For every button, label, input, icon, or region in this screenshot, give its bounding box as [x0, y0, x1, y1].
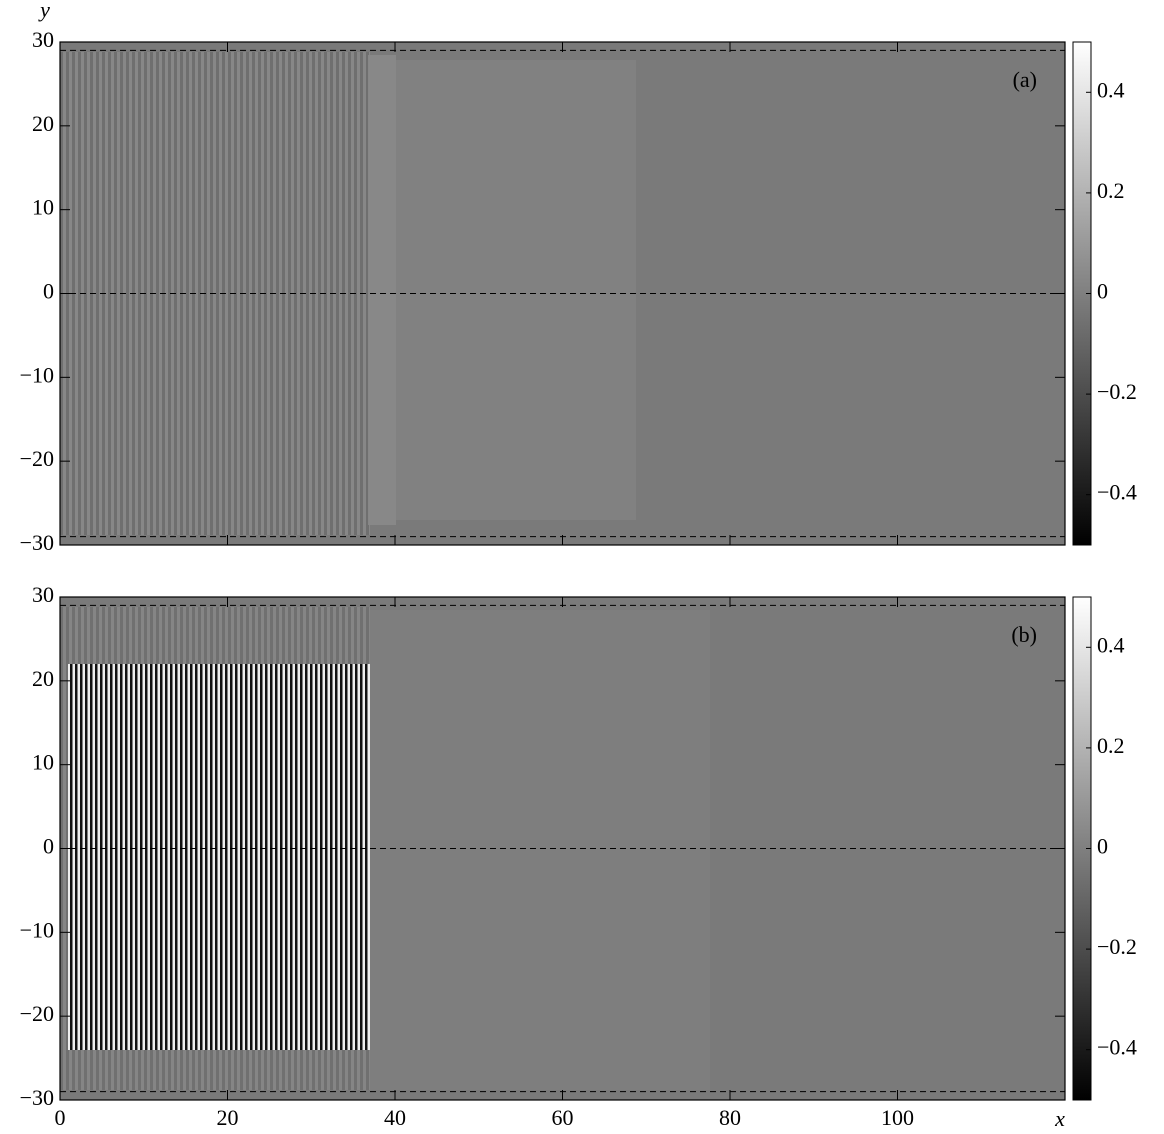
y-tick-label: 10 — [32, 750, 54, 775]
x-tick-label: 0 — [55, 1105, 66, 1130]
colorbar-tick-label: −0.4 — [1097, 480, 1137, 505]
y-tick-label: 20 — [32, 111, 54, 136]
y-tick-label: 30 — [32, 582, 54, 607]
y-tick-label: −20 — [20, 1001, 54, 1026]
field-texture — [396, 60, 636, 520]
colorbar-tick-label: −0.4 — [1097, 1035, 1137, 1060]
x-tick-label: 60 — [552, 1105, 574, 1130]
y-tick-label: −20 — [20, 446, 54, 471]
y-axis-label: y — [38, 0, 50, 22]
y-tick-label: −10 — [20, 917, 54, 942]
y-tick-label: 10 — [32, 195, 54, 220]
colorbar-tick-label: 0 — [1097, 279, 1108, 304]
x-tick-label: 20 — [217, 1105, 239, 1130]
y-tick-label: 0 — [43, 279, 54, 304]
y-tick-label: −10 — [20, 362, 54, 387]
y-tick-label: 20 — [32, 666, 54, 691]
colorbar-tick-label: 0 — [1097, 834, 1108, 859]
y-tick-label: 30 — [32, 27, 54, 52]
x-tick-label: 40 — [384, 1105, 406, 1130]
colorbar-tick-label: −0.2 — [1097, 934, 1137, 959]
colorbar-tick-label: 0.4 — [1097, 77, 1125, 102]
panel-label: (b) — [1011, 622, 1037, 647]
colorbar-tick-label: 0.4 — [1097, 632, 1125, 657]
x-tick-label: 100 — [881, 1105, 914, 1130]
field-texture — [68, 664, 370, 1050]
x-axis-label: x — [1054, 1106, 1065, 1131]
y-tick-label: 0 — [43, 834, 54, 859]
field-texture — [368, 55, 396, 525]
chart-layer: −30 −20 −10 0 10 20 30 y (a) −0.4 −0.2 0 0.2 0.4 −30 −2… — [20, 0, 1137, 1131]
colorbar-tick-label: 0.2 — [1097, 733, 1125, 758]
y-tick-label: −30 — [20, 1085, 54, 1110]
colorbar-tick-label: 0.2 — [1097, 178, 1125, 203]
x-tick-label: 80 — [719, 1105, 741, 1130]
colorbar-tick-label: −0.2 — [1097, 379, 1137, 404]
y-tick-label: −30 — [20, 530, 54, 555]
panel-label: (a) — [1013, 67, 1037, 92]
field-texture — [370, 610, 710, 1090]
